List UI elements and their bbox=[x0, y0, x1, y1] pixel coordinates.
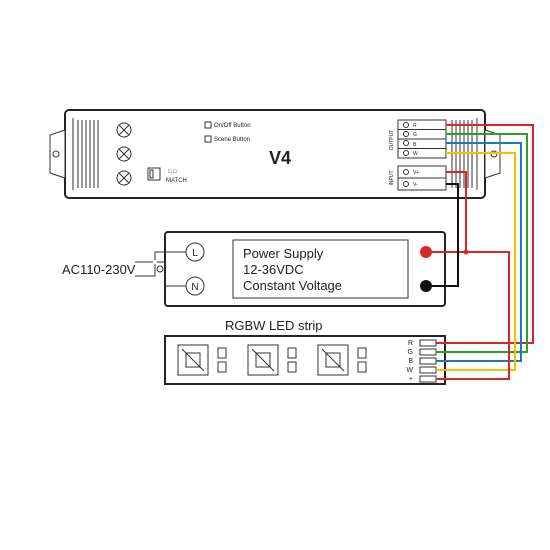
led-strip: RGBW LED strip R G B W bbox=[165, 318, 445, 384]
svg-text:On/Off Button: On/Off Button bbox=[214, 123, 251, 129]
match-label: MATCH bbox=[166, 178, 187, 184]
svg-text:Power Supply: Power Supply bbox=[243, 246, 324, 261]
svg-text:W: W bbox=[406, 367, 413, 374]
power-supply: Power Supply 12-36VDC Constant Voltage L… bbox=[135, 232, 445, 306]
svg-text:B: B bbox=[408, 358, 413, 365]
ac-label: AC110-230V bbox=[62, 262, 136, 277]
svg-text:INPUT: INPUT bbox=[389, 171, 395, 186]
svg-text:R: R bbox=[413, 123, 417, 129]
svg-text:L: L bbox=[192, 248, 198, 259]
svg-text:□ □: □ □ bbox=[168, 169, 177, 175]
svg-text:R: R bbox=[408, 340, 413, 347]
svg-text:Scene Button: Scene Button bbox=[214, 137, 250, 143]
strip-title: RGBW LED strip bbox=[225, 318, 323, 333]
wiring-diagram: □ □ MATCH On/Off Button Scene Button V4 bbox=[0, 0, 550, 550]
svg-text:V+: V+ bbox=[413, 170, 419, 176]
svg-text:V-: V- bbox=[413, 182, 418, 188]
controller-body: □ □ MATCH On/Off Button Scene Button V4 bbox=[50, 110, 500, 198]
svg-text:W: W bbox=[413, 151, 418, 157]
svg-text:G: G bbox=[413, 132, 417, 138]
controller-label: V4 bbox=[269, 148, 291, 168]
svg-text:G: G bbox=[408, 349, 413, 356]
wire-vplus-strip bbox=[436, 252, 509, 379]
svg-text:N: N bbox=[191, 282, 198, 293]
svg-text:OUTPUT: OUTPUT bbox=[389, 130, 395, 151]
svg-text:Constant Voltage: Constant Voltage bbox=[243, 278, 342, 293]
svg-text:+: + bbox=[409, 376, 413, 383]
svg-text:12-36VDC: 12-36VDC bbox=[243, 262, 304, 277]
